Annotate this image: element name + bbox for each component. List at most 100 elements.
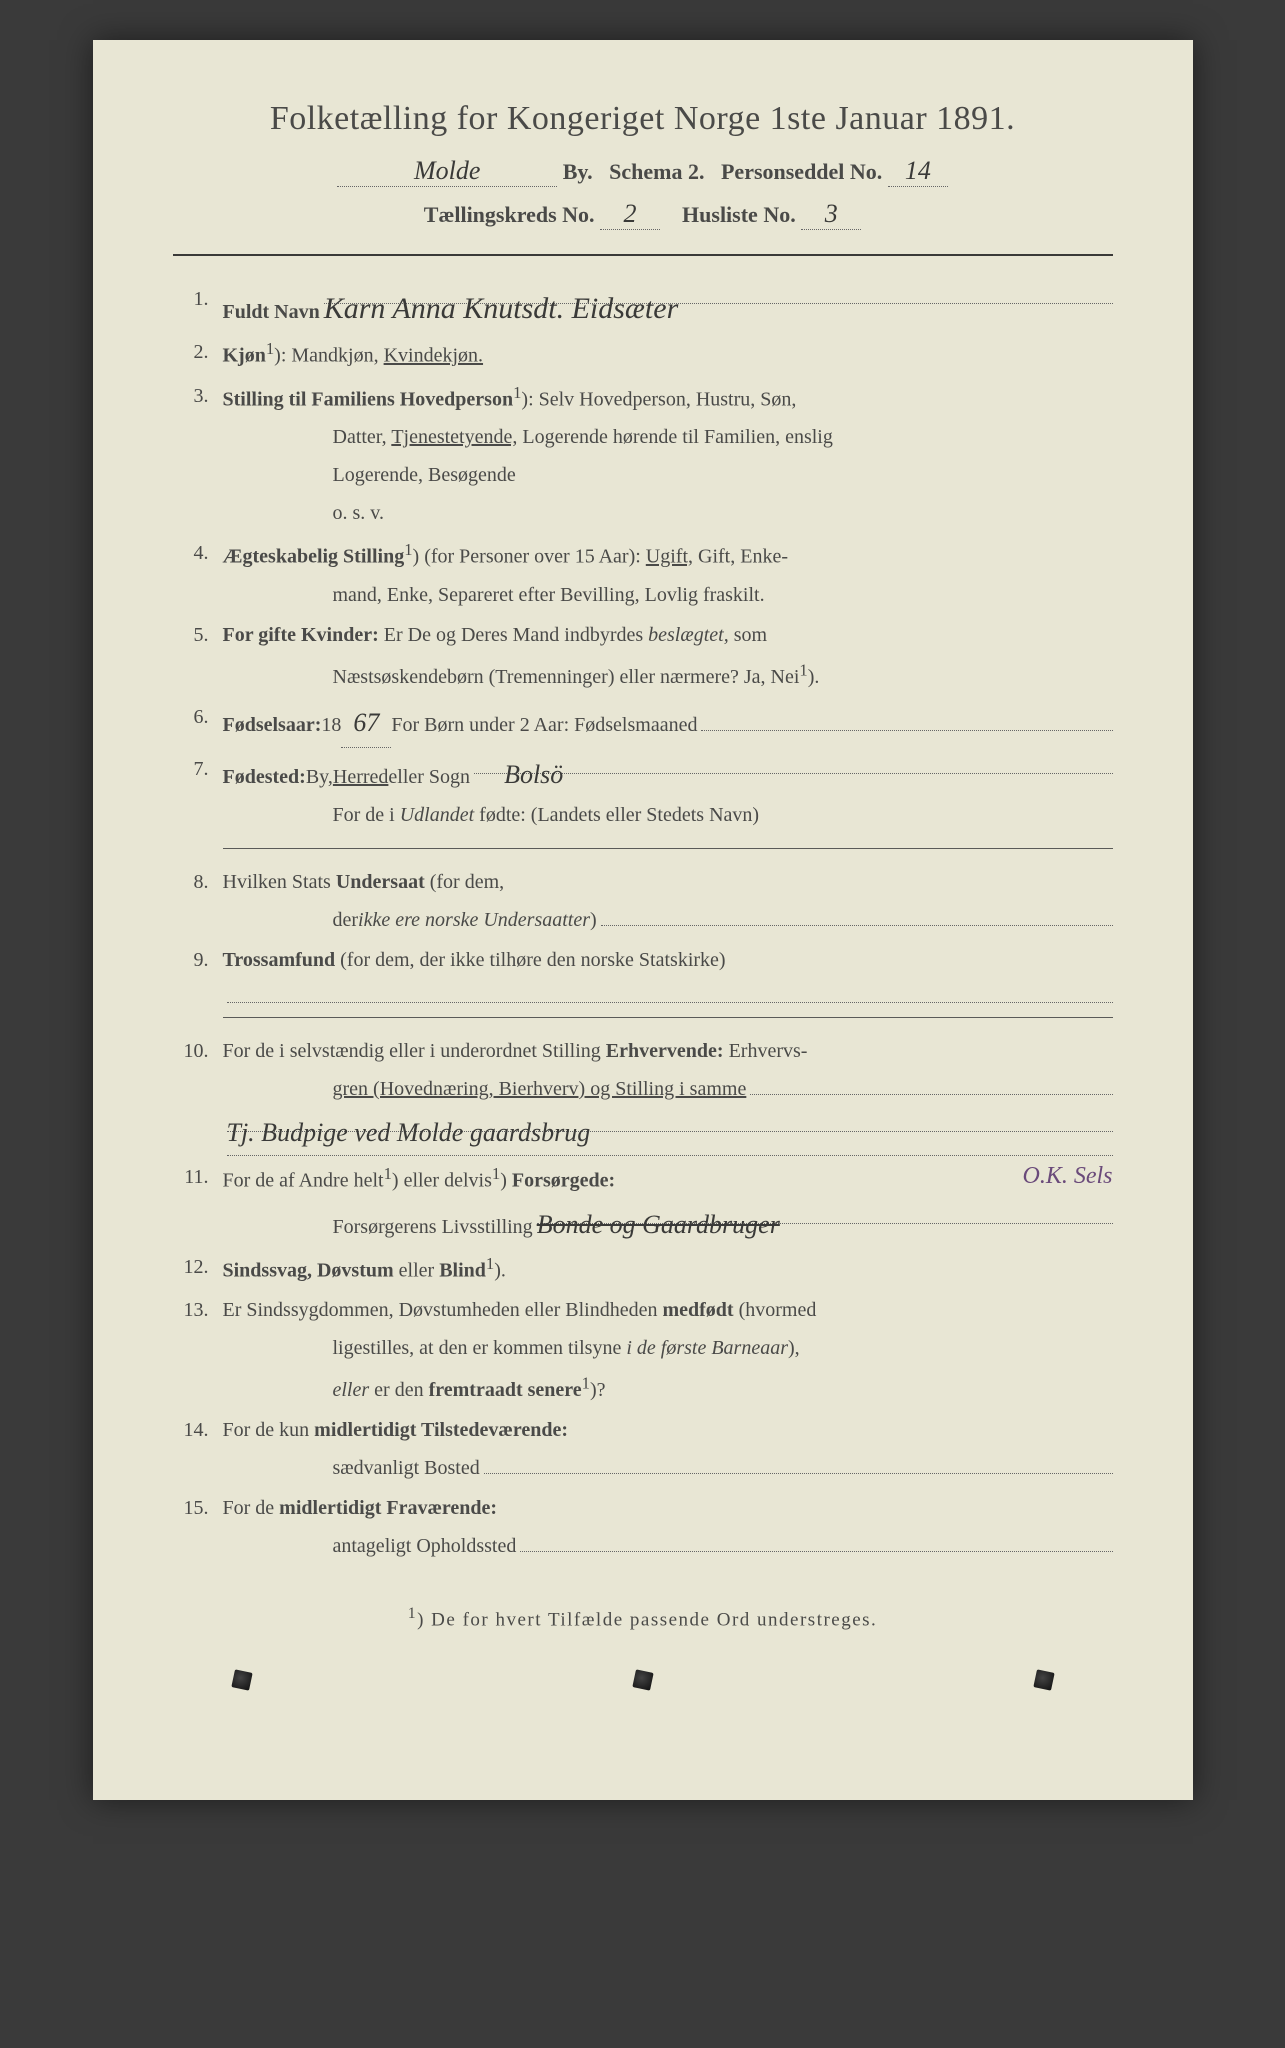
q15-a: For de — [223, 1497, 280, 1519]
sex-selected: Kvindekjøn. — [384, 345, 483, 367]
personseddel-no: 14 — [905, 156, 931, 185]
personseddel-label: Personseddel No. — [721, 159, 882, 184]
field-6: 6. Fødselsaar: 18 67 For Børn under 2 Aar… — [173, 698, 1113, 748]
q13-b: (hvormed — [734, 1299, 817, 1321]
q14-a: For de kun — [223, 1419, 315, 1441]
birthyear-pre: 18 — [321, 706, 341, 744]
pin-icon — [231, 1670, 252, 1691]
field-14: 14. For de kun midlertidigt Tilstedevære… — [173, 1411, 1113, 1487]
q11-sup2: 1 — [492, 1164, 500, 1183]
num-10: 10. — [173, 1032, 223, 1156]
q11-strike-hw: Bonde og Gaardbruger — [537, 1210, 780, 1239]
binding-pins — [173, 1631, 1113, 1689]
q8-a: Hvilken Stats — [223, 871, 336, 893]
sex-text: ): Mandkjøn, — [274, 345, 383, 367]
relation-e: o. s. v. — [223, 502, 384, 524]
q5-b: som — [729, 624, 767, 646]
field-15: 15. For de midlertidigt Fraværende: anta… — [173, 1489, 1113, 1565]
num-9: 9. — [173, 941, 223, 1003]
relation-d: Logerende, Besøgende — [223, 464, 516, 486]
q10-c: gren (Hovednæring, Bierhverv) og Stillin… — [333, 1070, 747, 1108]
marital-b: Gift, Enke- — [693, 546, 788, 568]
later-label: fremtraadt senere — [429, 1379, 582, 1401]
birthyear-hw: 67 — [353, 708, 379, 737]
q13-sup: 1 — [582, 1373, 590, 1392]
q11-right-hw: O.K. Sels — [1023, 1154, 1113, 1200]
main-title: Folketælling for Kongeriget Norge 1ste J… — [173, 100, 1113, 138]
disability-label: Sindssvag, Døvstum — [223, 1259, 394, 1281]
pin-icon — [632, 1670, 653, 1691]
q7-under: Herred — [333, 758, 389, 796]
by-handwritten: Molde — [414, 156, 480, 185]
rule-after-7 — [223, 848, 1113, 849]
q12-a: eller — [394, 1259, 440, 1281]
by-label: By. — [563, 159, 593, 184]
marital-label: Ægteskabelig Stilling — [223, 546, 405, 568]
footnote-text: ) De for hvert Tilfælde passende Ord und… — [417, 1609, 877, 1630]
num-6: 6. — [173, 698, 223, 748]
field-11: 11. For de af Andre helt1) eller delvis1… — [173, 1158, 1113, 1246]
form-header: Folketælling for Kongeriget Norge 1ste J… — [173, 100, 1113, 230]
fullname-hw: Karn Anna Knutsdt. Eidsæter — [324, 292, 679, 325]
religion-label: Trossamfund — [223, 949, 336, 971]
q11-d: Forsørgerens Livsstilling — [333, 1208, 533, 1246]
num-11: 11. — [173, 1158, 223, 1246]
sex-label: Kjøn — [223, 345, 266, 367]
q7-a: By, — [306, 758, 333, 796]
q5-c: Næstsøskendebørn (Tremenninger) eller næ… — [333, 666, 800, 688]
field-8: 8. Hvilken Stats Undersaat (for dem, der… — [173, 863, 1113, 939]
field-4: 4. Ægteskabelig Stilling1) (for Personer… — [173, 534, 1113, 614]
birthyear-label: Fødselsaar: — [223, 706, 322, 744]
temp-absent-label: midlertidigt Fraværende: — [279, 1497, 497, 1519]
q5-sup: 1 — [799, 660, 807, 679]
relation-c: Logerende hørende til Familien, enslig — [517, 426, 832, 448]
relation-selected: Tjenestetyende, — [391, 426, 517, 448]
field-3: 3. Stilling til Familiens Hovedperson1):… — [173, 377, 1113, 533]
num-3: 3. — [173, 377, 223, 533]
field-13: 13. Er Sindssygdommen, Døvstumheden elle… — [173, 1291, 1113, 1409]
husliste-no: 3 — [825, 199, 838, 228]
footnote-sup: 1 — [408, 1605, 417, 1622]
q10-b: Erhvervs- — [724, 1040, 808, 1062]
temp-present-label: midlertidigt Tilstedeværende: — [314, 1419, 568, 1441]
header-rule — [173, 254, 1113, 256]
field-2: 2. Kjøn1): Mandkjøn, Kvindekjøn. — [173, 333, 1113, 375]
subtitle-row-2: Tællingskreds No. 2 Husliste No. 3 — [173, 199, 1113, 230]
q7-b: eller Sogn — [388, 758, 470, 796]
schema-label: Schema 2. — [609, 159, 704, 184]
num-2: 2. — [173, 333, 223, 375]
q6-a: For Børn under 2 Aar: Fødselsmaaned — [391, 706, 697, 744]
occupation-label: Erhvervende: — [606, 1040, 724, 1062]
q9-a: (for dem, der ikke tilhøre den norske St… — [335, 949, 725, 971]
provided-label: Forsørgede: — [512, 1170, 615, 1192]
q11-c: ) — [500, 1170, 512, 1192]
q7-d: fødte: (Landets eller Stedets Navn) — [474, 804, 759, 826]
q13-g: )? — [590, 1379, 606, 1401]
q12-sup: 1 — [486, 1254, 494, 1273]
q14-b: sædvanligt Bosted — [333, 1449, 480, 1487]
field-10: 10. For de i selvstændig eller i underor… — [173, 1032, 1113, 1156]
blind-label: Blind — [439, 1259, 486, 1281]
birthplace-hw: Bolsö — [504, 760, 563, 789]
field-7: 7. Fødested: By, Herred eller Sogn Bolsö… — [173, 750, 1113, 834]
field-1: 1. Fuldt Navn Karn Anna Knutsdt. Eidsæte… — [173, 280, 1113, 331]
num-7: 7. — [173, 750, 223, 834]
q8-ital: ikke ere norske Undersaatter — [358, 901, 590, 939]
sex-sup: 1 — [266, 339, 274, 358]
q13-ital: i de første Barneaar — [626, 1337, 788, 1359]
married-women-label: For gifte Kvinder: — [223, 624, 379, 646]
q11-a: For de af Andre helt — [223, 1170, 384, 1192]
q5-ital: beslægtet, — [648, 624, 729, 646]
congenital-label: medfødt — [662, 1299, 733, 1321]
fullname-label: Fuldt Navn — [223, 293, 320, 331]
q7-c: For de i — [333, 804, 400, 826]
field-9: 9. Trossamfund (for dem, der ikke tilhør… — [173, 941, 1113, 1003]
q11-sup1: 1 — [384, 1164, 392, 1183]
pin-icon — [1033, 1670, 1054, 1691]
citizenship-label: Undersaat — [336, 871, 425, 893]
field-5: 5. For gifte Kvinder: Er De og Deres Man… — [173, 616, 1113, 696]
q5-a: Er De og Deres Mand indbyrdes — [379, 624, 648, 646]
relation-a: ): Selv Hovedperson, Hustru, Søn, — [521, 388, 796, 410]
marital-c: mand, Enke, Separeret efter Bevilling, L… — [223, 584, 765, 606]
kreds-no: 2 — [624, 199, 637, 228]
